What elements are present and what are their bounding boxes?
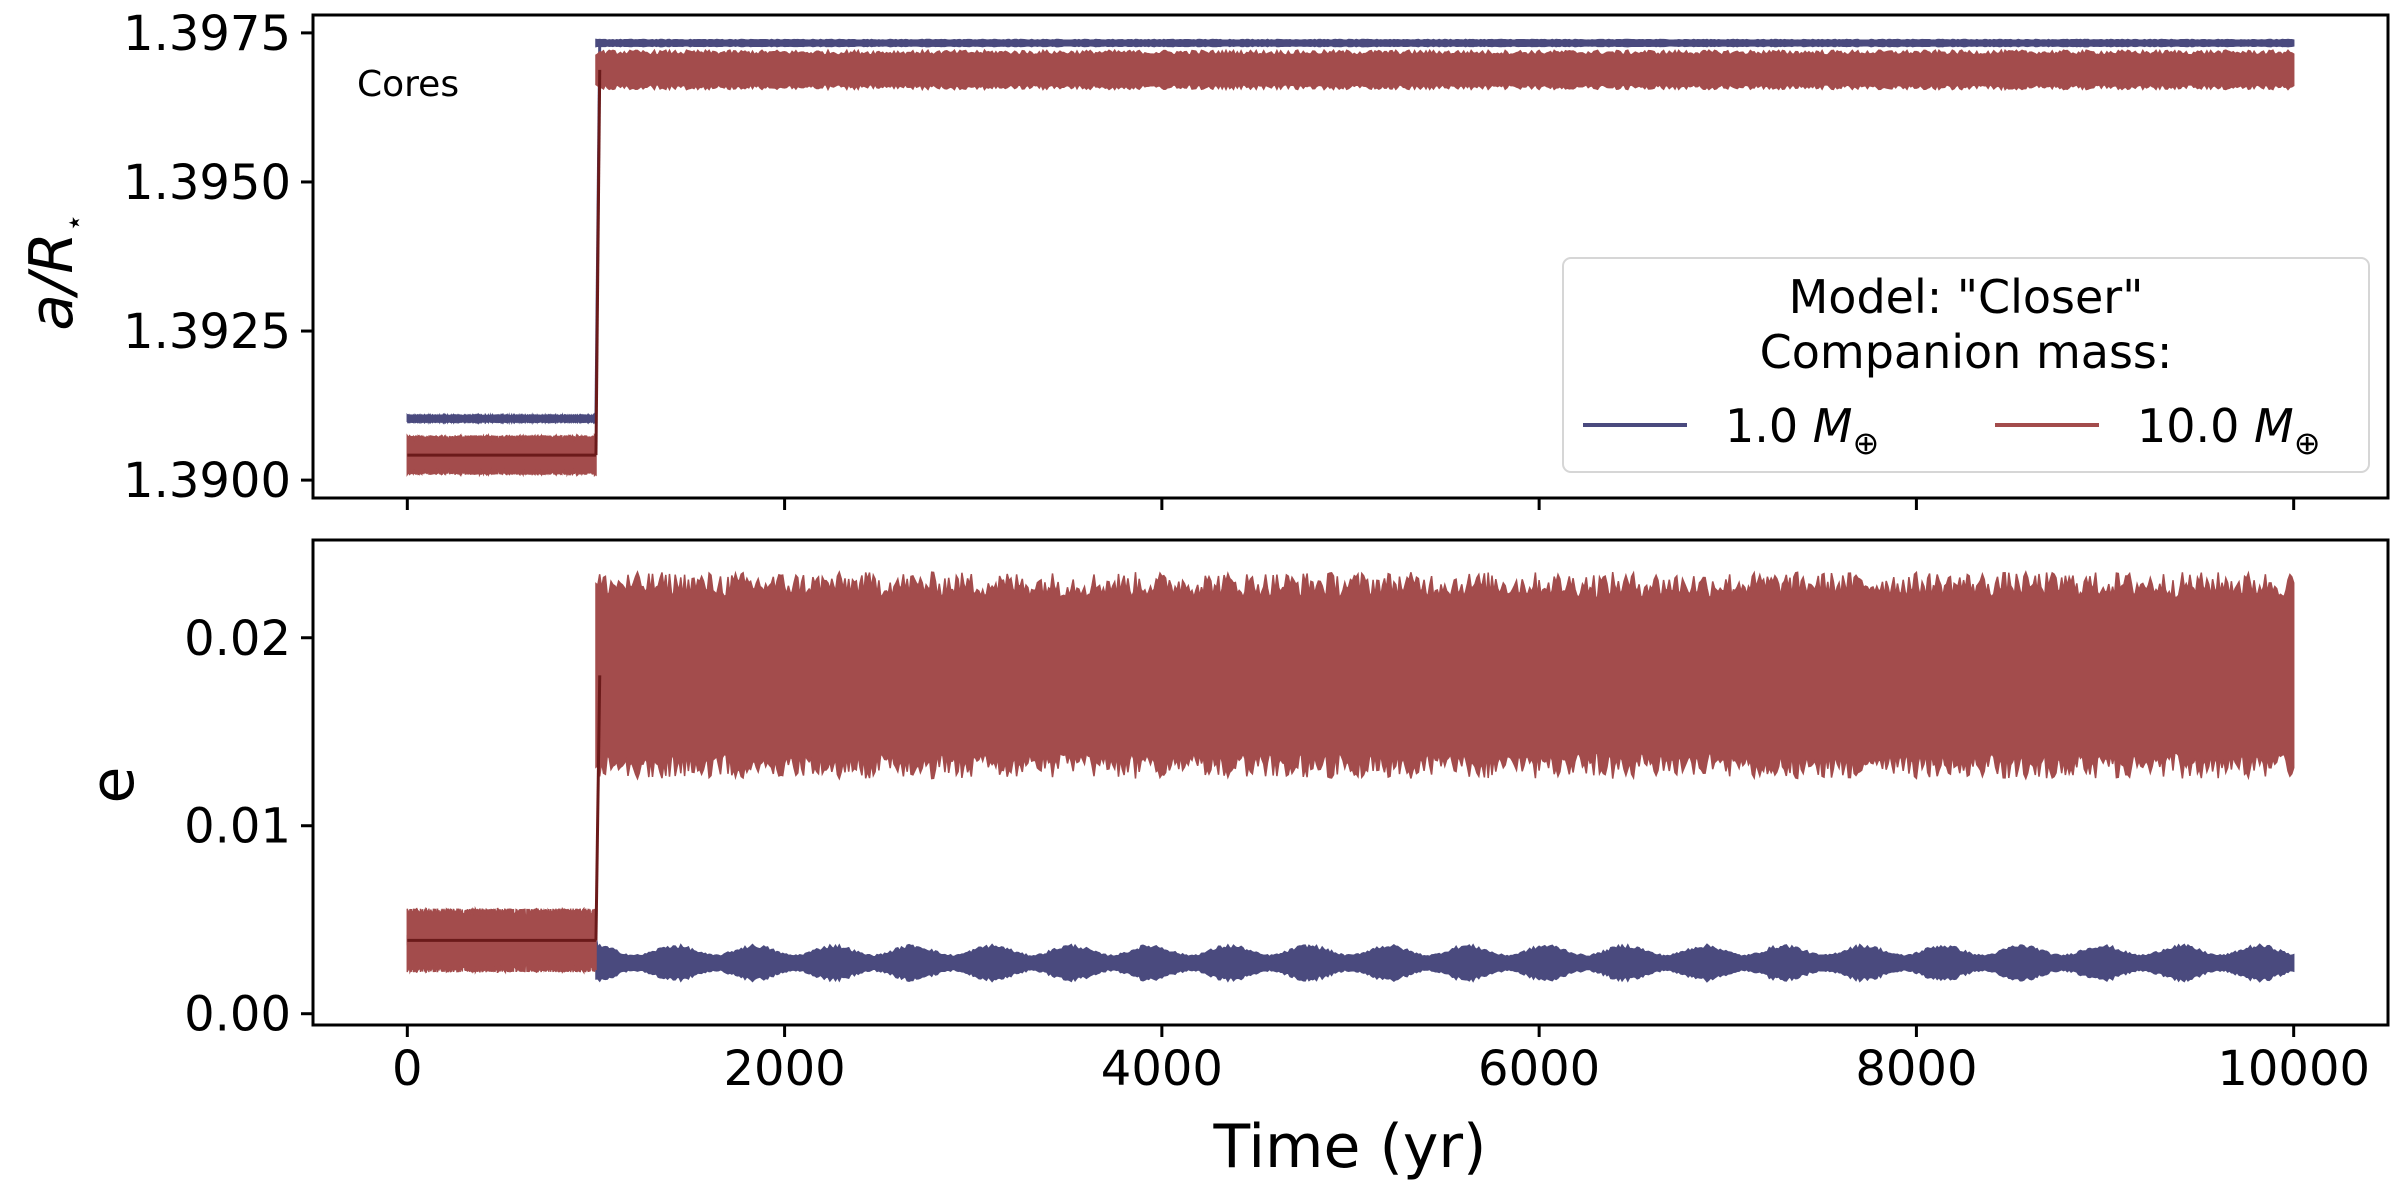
series-band-segment [406,412,597,426]
bottom-plot-area [406,570,2295,983]
x-tick-label: 4000 [1101,1041,1223,1097]
top-x-ticks [405,498,2296,510]
legend-title-line1: Model: "Closer" [1789,270,2144,324]
legend-entry-2-subscript: ⊕ [2294,424,2321,462]
x-tick-label: 6000 [1478,1041,1600,1097]
x-tick-label: 8000 [1855,1041,1977,1097]
top-panel: 1.3900 1.3925 1.3950 1.3975 a/R⋆ Cores Mode… [17,6,2390,510]
y-tick-label: 0.02 [184,611,291,667]
top-axes-frame [311,13,2390,500]
bottom-axes-frame [311,538,2390,1027]
series-one-earth-mass [406,933,2295,983]
x-tick-label: 10000 [2217,1041,2370,1097]
x-tick-label: 2000 [724,1041,846,1097]
legend: Model: "Closer" Companion mass: 1.0 M⊕ 1… [1562,257,2370,473]
legend-title-line2: Companion mass: [1760,325,2173,379]
y-tick-label: 1.3950 [123,155,291,211]
y-tick-label: 0.00 [184,987,291,1043]
y-tick-label: 1.3925 [123,304,291,360]
series-transition [594,675,602,941]
legend-entry-1-subscript: ⊕ [1852,424,1879,462]
top-y-ticks: 1.3900 1.3925 1.3950 1.3975 [123,6,313,509]
x-axis-label: Time (yr) [1213,1112,1487,1182]
series-band-segment [595,943,2295,983]
bottom-y-axis-label: e [78,767,148,804]
series-transition [594,69,602,456]
y-tick-label: 1.3975 [123,6,291,62]
legend-entry-2: 10.0 M⊕ [2137,399,2321,462]
bottom-x-ticks: 0 2000 4000 6000 8000 10000 [392,1025,2370,1097]
cores-annotation: Cores [357,64,459,105]
top-y-axis-label-subscript: ⋆ [57,213,92,232]
x-tick-label: 0 [392,1041,423,1097]
series-band-segment [595,48,2295,92]
series-ten-earth-mass [406,48,2295,478]
top-plot-area [406,38,2295,478]
series-ten-earth-mass [406,570,2295,975]
legend-entry-1: 1.0 M⊕ [1725,399,1879,462]
bottom-panel: 0.00 0.01 0.02 0 2000 4000 6000 8000 10000 e Ti… [78,538,2390,1182]
series-band-segment [595,38,2295,48]
bottom-y-ticks: 0.00 0.01 0.02 [184,611,313,1043]
series-band-segment [595,570,2295,781]
legend-box [1562,257,2370,473]
y-tick-label: 0.01 [184,799,291,855]
top-y-axis-label: a/R⋆ [17,213,92,330]
y-tick-label: 1.3900 [123,453,291,509]
